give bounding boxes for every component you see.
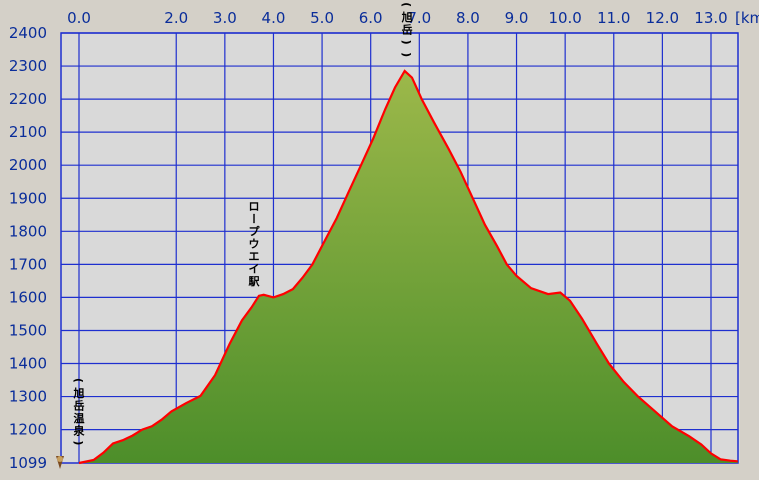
x-tick-label: 8.0 (456, 9, 480, 27)
annotation-char: 岳 (74, 398, 85, 412)
x-tick-label: 13.0 (694, 9, 727, 27)
y-tick-label: 2200 (9, 90, 47, 108)
annotation-char: ) (400, 52, 413, 57)
annotation-char: ウ (249, 237, 260, 250)
annotation-char: 泉 (73, 423, 86, 437)
x-tick-label: 3.0 (213, 9, 237, 27)
annotation-label: (大雪山(旭岳)) (400, 2, 413, 57)
x-tick-label: 9.0 (505, 9, 529, 27)
x-tick-label: 5.0 (310, 9, 334, 27)
y-tick-label: 1800 (9, 222, 47, 240)
x-tick-label: 12.0 (646, 9, 679, 27)
x-tick-label: 6.0 (359, 9, 383, 27)
y-tick-label: 2000 (9, 156, 47, 174)
annotation-char: ( (400, 2, 413, 7)
y-tick-label: 1600 (9, 288, 47, 306)
x-tick-labels: 0.0 2.0 3.0 4.0 5.0 6.0 7.0 8.0 9.0 10.0 11.0 12.0 1… (67, 9, 759, 27)
y-tick-label: 1200 (9, 421, 47, 439)
x-tick-label: 0.0 (67, 9, 91, 27)
y-tick-label: 2300 (9, 57, 47, 75)
x-unit-label: [km (735, 9, 759, 27)
annotation-char: 岳 (402, 23, 413, 37)
annotation-char: 旭 (73, 386, 85, 400)
annotation-char: ロ (249, 200, 260, 213)
y-tick-label: 2400 (9, 24, 47, 42)
annotation-char: プ (249, 224, 261, 238)
x-tick-label: 4.0 (262, 9, 286, 27)
y-tick-label: 1700 (9, 255, 47, 273)
annotation-char: ( (72, 378, 85, 383)
annotation-char: ー (247, 213, 260, 224)
y-tick-labels: 1200 1300 1400 1500 1600 1700 1800 1900 2000 2100… (9, 24, 47, 472)
x-tick-label: 10.0 (548, 9, 581, 27)
x-tick-label: 11.0 (597, 9, 630, 27)
annotation-char: ) (72, 440, 85, 445)
elevation-area (79, 71, 738, 463)
annotation-char: 旭 (401, 10, 413, 24)
y-tick-label: 1500 (9, 321, 47, 339)
annotation-char: イ (249, 262, 260, 275)
y-min-label: 1099 (9, 454, 47, 472)
x-tick-label: 2.0 (164, 9, 188, 27)
start-marker-icon (56, 456, 64, 469)
annotation-char: 温 (74, 411, 85, 425)
y-tick-label: 1400 (9, 355, 47, 373)
elevation-line (78, 69, 738, 465)
annotation-char: 駅 (248, 275, 260, 288)
y-tick-label: 2100 (9, 123, 47, 141)
annotation-char: ) (400, 40, 413, 45)
y-tick-label: 1900 (9, 189, 47, 207)
y-tick-label: 1300 (9, 388, 47, 406)
x-tick-label: 7.0 (407, 9, 431, 27)
annotation-char: エ (249, 250, 260, 263)
